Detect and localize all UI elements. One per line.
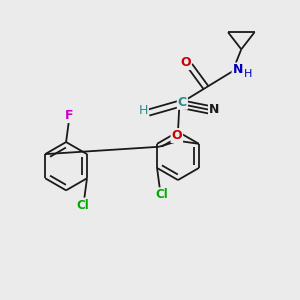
Text: H: H <box>244 69 253 79</box>
Text: C: C <box>178 96 187 109</box>
Text: Cl: Cl <box>76 199 89 212</box>
Text: N: N <box>209 103 219 116</box>
Text: F: F <box>65 109 74 122</box>
Text: H: H <box>139 104 148 117</box>
Text: Cl: Cl <box>155 188 168 201</box>
Text: O: O <box>172 129 182 142</box>
Text: N: N <box>232 63 243 76</box>
Text: O: O <box>180 56 190 69</box>
